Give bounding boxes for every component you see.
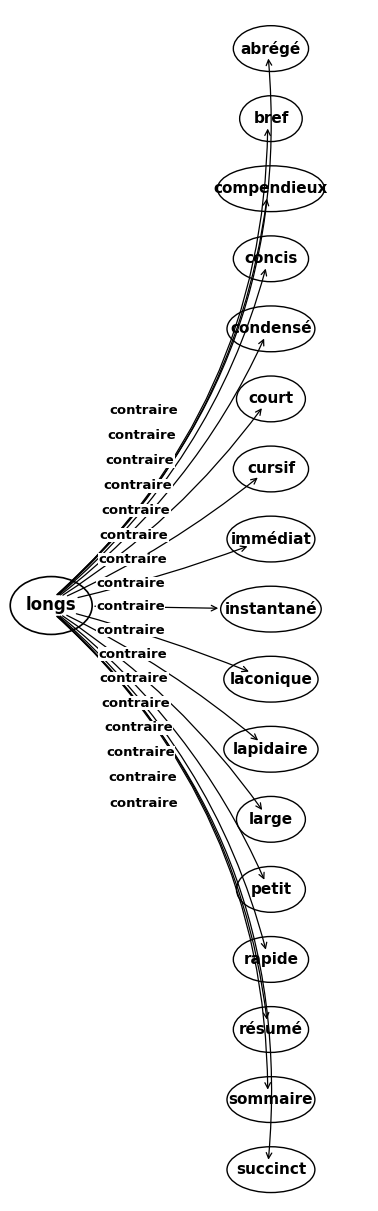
Text: contraire: contraire [106,454,175,467]
FancyArrowPatch shape [63,616,261,809]
Text: petit: petit [250,882,291,897]
FancyArrowPatch shape [78,546,246,597]
FancyArrowPatch shape [58,200,269,595]
Text: immédiat: immédiat [231,532,311,546]
Text: bref: bref [253,111,289,126]
FancyArrowPatch shape [57,59,272,595]
Text: large: large [249,811,293,827]
FancyArrowPatch shape [59,270,266,595]
Text: condensé: condensé [230,321,312,337]
Text: contraire: contraire [102,696,170,710]
Text: concis: concis [244,252,297,266]
FancyArrowPatch shape [76,614,248,672]
Text: contraire: contraire [96,601,164,613]
Text: contraire: contraire [108,771,177,785]
Text: contraire: contraire [104,722,172,734]
Text: contraire: contraire [108,429,177,442]
FancyArrowPatch shape [57,616,270,1089]
Text: contraire: contraire [100,529,169,541]
FancyArrowPatch shape [58,616,269,1018]
Text: succinct: succinct [236,1163,306,1177]
Text: contraire: contraire [104,480,172,492]
FancyArrowPatch shape [95,606,217,610]
Text: contraire: contraire [100,672,169,685]
Text: cursif: cursif [247,461,295,476]
Text: contraire: contraire [106,746,175,759]
Text: abrégé: abrégé [241,41,301,57]
Text: lapidaire: lapidaire [233,742,309,757]
Text: instantané: instantané [225,602,317,616]
FancyArrowPatch shape [57,130,270,595]
Text: contraire: contraire [96,624,165,637]
FancyArrowPatch shape [60,340,264,595]
FancyArrowPatch shape [59,616,267,948]
Text: contraire: contraire [110,404,178,417]
Text: résumé: résumé [239,1022,303,1037]
Text: laconique: laconique [229,672,312,687]
Text: longs: longs [26,597,76,614]
Text: contraire: contraire [102,504,170,517]
Text: contraire: contraire [98,648,167,660]
FancyArrowPatch shape [63,409,261,595]
FancyArrowPatch shape [67,478,257,596]
Text: contraire: contraire [96,576,165,590]
Text: rapide: rapide [243,952,299,966]
Text: contraire: contraire [110,797,178,810]
FancyArrowPatch shape [60,616,264,878]
FancyArrowPatch shape [57,616,272,1159]
Text: court: court [248,391,293,407]
Text: contraire: contraire [98,553,167,566]
FancyArrowPatch shape [67,615,257,740]
Text: sommaire: sommaire [229,1092,313,1107]
Text: compendieux: compendieux [214,182,328,196]
